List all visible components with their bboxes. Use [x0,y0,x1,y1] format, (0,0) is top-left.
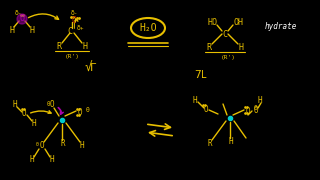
FancyArrowPatch shape [58,108,63,114]
Text: H: H [50,156,54,165]
Text: H: H [30,156,34,165]
Text: O: O [254,105,258,114]
Text: 7: 7 [195,70,201,80]
Text: O: O [78,107,82,116]
FancyArrowPatch shape [31,111,51,113]
Text: HO: HO [208,17,218,26]
FancyArrowPatch shape [75,19,78,22]
Text: H: H [29,26,35,35]
Text: OH: OH [233,17,243,26]
Text: Θ: Θ [86,107,90,112]
Text: R: R [61,138,65,147]
Text: H: H [80,141,84,150]
Text: δ-: δ- [70,10,78,15]
Text: H: H [193,96,197,105]
Text: δ+: δ+ [76,26,84,30]
Text: H: H [83,42,87,51]
Text: R: R [57,42,61,51]
Text: O: O [22,109,26,118]
Text: Θ: Θ [36,141,38,147]
Text: C: C [222,30,228,39]
Text: H: H [238,42,244,51]
Text: R: R [208,140,212,148]
Text: H: H [258,96,262,105]
Text: O: O [20,14,25,22]
Text: H: H [229,138,233,147]
Circle shape [17,14,27,24]
Text: O: O [71,15,76,24]
Text: O: O [204,105,208,114]
Text: (R'): (R') [220,55,236,60]
Text: H: H [32,118,36,127]
Text: Γ: Γ [90,63,96,73]
Text: O: O [246,107,250,116]
Text: √: √ [84,62,92,75]
Text: H: H [13,100,17,109]
Text: δ-: δ- [14,10,22,15]
Text: C: C [68,26,73,35]
Text: R: R [206,42,212,51]
Text: Θ: Θ [46,102,50,107]
Text: H: H [10,26,14,35]
Text: O: O [50,100,54,109]
FancyArrowPatch shape [28,14,59,19]
Text: L: L [201,70,207,80]
Text: O: O [40,141,44,150]
Text: Θ: Θ [254,105,258,111]
Text: (R'): (R') [65,53,79,59]
Text: hydrate: hydrate [265,21,297,30]
Text: H₂O: H₂O [139,23,157,33]
